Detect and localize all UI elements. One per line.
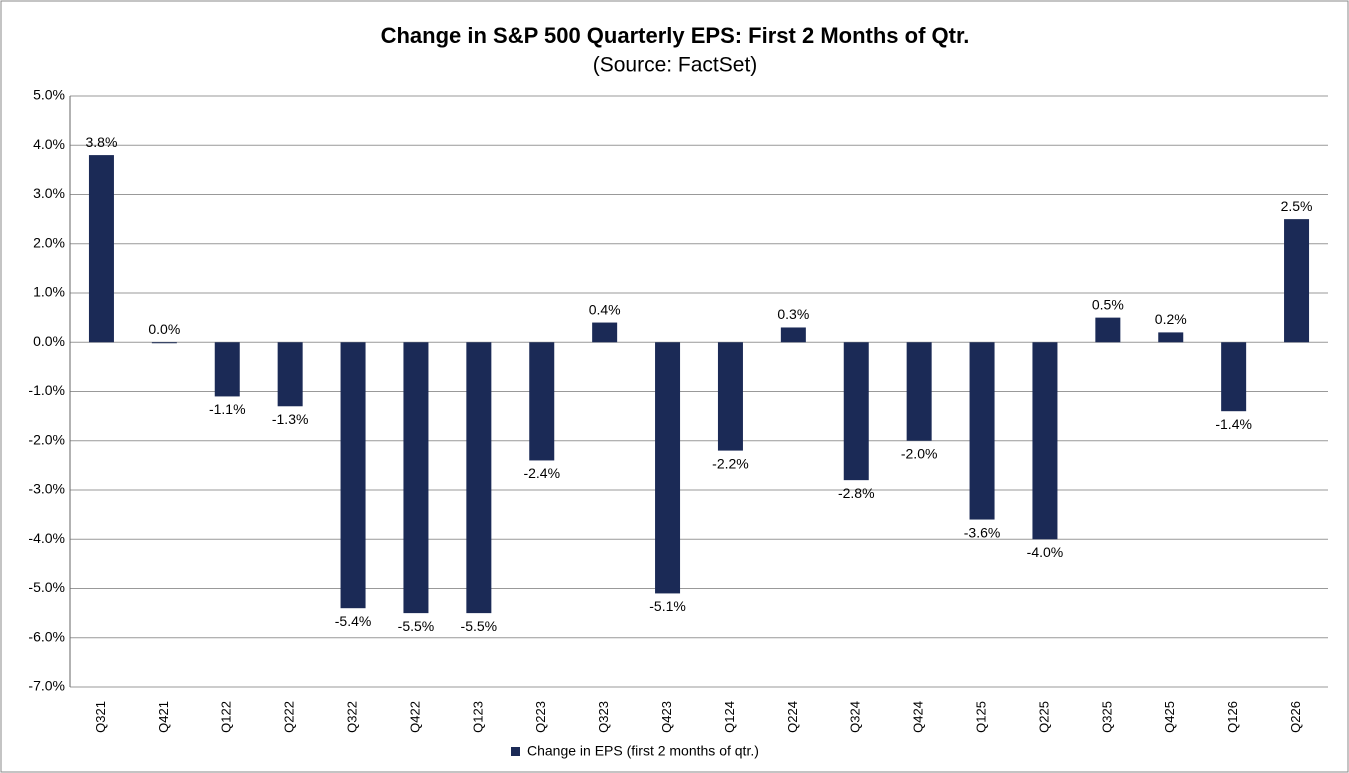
x-tick-label: Q425 [1162,701,1177,733]
bar [151,342,177,344]
chart-title: Change in S&P 500 Quarterly EPS: First 2… [381,23,970,48]
y-tick-label: -4.0% [28,530,65,546]
bar [780,327,806,343]
y-tick-label: 2.0% [33,234,65,250]
x-tick-label: Q123 [470,701,485,733]
y-tick-label: -1.0% [28,382,65,398]
data-label: 3.8% [85,134,117,150]
x-tick-label: Q122 [219,701,234,733]
bar [1095,317,1121,343]
x-tick-label: Q423 [659,701,674,733]
x-tick-label: Q124 [722,701,737,733]
data-label: -3.6% [964,524,1001,540]
data-label: -5.4% [335,613,372,629]
bar [1284,219,1310,343]
y-tick-label: 3.0% [33,185,65,201]
data-label: 2.5% [1281,198,1313,214]
bar [655,342,681,594]
data-label: -2.8% [838,485,875,501]
x-tick-label: Q422 [407,701,422,733]
bar [717,342,743,451]
bar [1032,342,1058,540]
data-label: 0.4% [589,301,621,317]
y-tick-label: -6.0% [28,628,65,644]
bar [906,342,932,441]
data-label: -4.0% [1027,544,1064,560]
bar [403,342,429,614]
y-tick-label: -5.0% [28,579,65,595]
bar [1221,342,1247,412]
x-tick-label: Q126 [1225,701,1240,733]
bar [969,342,995,520]
y-tick-label: 1.0% [33,284,65,300]
legend-swatch [511,747,520,756]
y-tick-label: -2.0% [28,431,65,447]
bar [214,342,240,397]
bar [1158,332,1184,343]
x-tick-label: Q324 [848,701,863,733]
x-tick-label: Q226 [1288,701,1303,733]
bar [340,342,366,609]
x-tick-label: Q224 [785,701,800,733]
y-tick-label: -3.0% [28,481,65,497]
chart-subtitle: (Source: FactSet) [593,54,758,77]
x-tick-label: Q223 [533,701,548,733]
y-tick-label: -7.0% [28,678,65,694]
bar [277,342,303,407]
x-tick-label: Q325 [1099,701,1114,733]
data-label: -5.5% [398,618,435,634]
data-label: -5.1% [649,598,686,614]
x-tick-label: Q322 [344,701,359,733]
data-label: -2.0% [901,445,938,461]
y-tick-label: 4.0% [33,136,65,152]
y-tick-label: 5.0% [33,87,65,103]
data-label: 0.3% [777,306,809,322]
x-tick-label: Q421 [156,701,171,733]
data-label: -1.1% [209,401,246,417]
x-tick-label: Q323 [596,701,611,733]
x-tick-label: Q222 [282,701,297,733]
data-label: 0.0% [148,321,180,337]
bar [843,342,869,481]
data-label: -1.3% [272,411,309,427]
data-label: -2.2% [712,455,749,471]
bar [592,322,618,343]
bar [466,342,492,614]
x-tick-label: Q424 [911,701,926,733]
bar [529,342,555,461]
x-tick-label: Q125 [973,701,988,733]
data-label: -5.5% [461,618,498,634]
legend-label: Change in EPS (first 2 months of qtr.) [527,743,759,759]
data-label: 0.5% [1092,296,1124,312]
data-label: -1.4% [1215,416,1252,432]
y-tick-label: 0.0% [33,333,65,349]
data-label: -2.4% [523,465,560,481]
x-tick-label: Q225 [1036,701,1051,733]
data-label: 0.2% [1155,311,1187,327]
bar [88,155,114,343]
x-tick-label: Q321 [93,701,108,733]
